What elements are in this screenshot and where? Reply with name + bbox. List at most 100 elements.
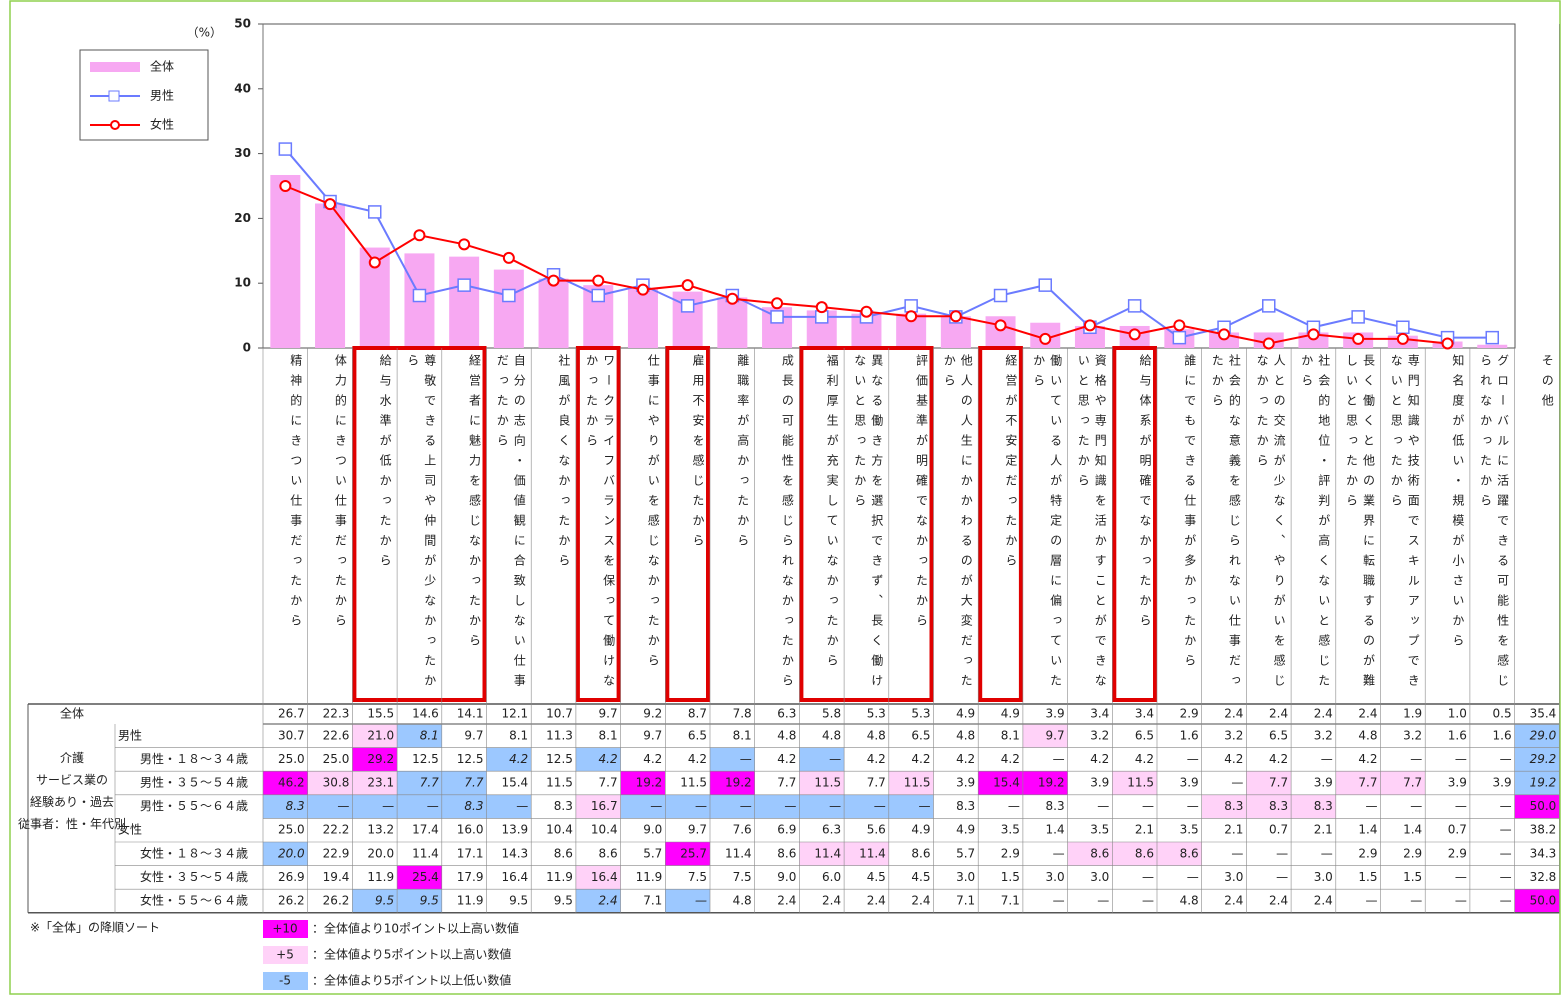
row-label: 男性 — [118, 728, 142, 742]
cell: 11.9 — [367, 870, 394, 884]
marker — [726, 292, 739, 305]
cell-highlight — [710, 747, 755, 772]
cell: 9.0 — [777, 870, 796, 884]
legend-marker — [110, 120, 120, 130]
marker — [1351, 310, 1365, 324]
cell: 7.7 — [1358, 776, 1377, 790]
highlight-box — [352, 346, 487, 702]
cell: — — [650, 799, 662, 813]
legend-text: ：全体値より5ポイント以上高い数値 — [312, 947, 511, 962]
category-label: その他 — [1540, 354, 1555, 414]
marker — [412, 288, 427, 303]
cell: 4.2 — [599, 752, 618, 766]
cell: 8.6 — [554, 846, 573, 860]
cell: 4.2 — [1090, 752, 1109, 766]
cell: 9.7 — [1046, 728, 1065, 742]
cell: — — [1500, 846, 1512, 860]
marker — [1307, 328, 1320, 341]
cell: 3.2 — [1090, 728, 1109, 742]
cell: 15.5 — [367, 707, 394, 721]
cell-highlight — [799, 747, 845, 772]
group-label: 介護サービス業の経験あり・過去従事者：性・年代別 — [18, 750, 126, 831]
category-label: 異なる働き方を選択できず、長く働けないと思ったから — [852, 354, 884, 694]
cell: 3.2 — [1314, 728, 1333, 742]
cell: 2.9 — [1001, 846, 1020, 860]
highlight-box — [575, 346, 621, 702]
group-label-line: 従事者：性・年代別 — [18, 817, 126, 831]
cell: 11.5 — [814, 776, 841, 790]
cell-highlight — [397, 794, 442, 819]
highlight-box — [978, 346, 1023, 702]
cell: 6.5 — [1135, 728, 1154, 742]
category-label: 社会的な意義を感じられない仕事だったから — [1210, 354, 1242, 694]
cell-highlight — [1514, 771, 1560, 795]
cell: — — [1142, 799, 1154, 813]
cell: 2.1 — [1314, 823, 1333, 837]
cell: 30.8 — [323, 776, 350, 790]
cell: — — [695, 894, 707, 908]
marker — [1127, 299, 1142, 313]
cell-highlight — [665, 842, 710, 866]
cell: 11.5 — [546, 776, 573, 790]
cell: 8.6 — [1180, 846, 1199, 860]
legend-swatch — [263, 972, 308, 990]
cell-highlight — [397, 865, 442, 890]
marker — [547, 274, 560, 287]
cell-highlight — [1246, 771, 1292, 795]
cell: 1.6 — [1493, 728, 1512, 742]
cell: 11.4 — [859, 846, 886, 860]
cell: 4.2 — [643, 752, 662, 766]
cell: 8.3 — [554, 799, 573, 813]
marker — [949, 310, 962, 323]
cell: 8.6 — [1135, 846, 1154, 860]
cell: 29.2 — [1530, 752, 1557, 766]
cell: 7.1 — [1001, 894, 1020, 908]
marker — [368, 205, 382, 219]
cell: 9.5 — [509, 894, 528, 908]
cell: 25.4 — [412, 870, 439, 884]
cell-highlight — [665, 794, 710, 819]
cell: 4.5 — [911, 870, 930, 884]
cell: 12.5 — [457, 752, 484, 766]
cell: — — [1366, 894, 1378, 908]
highlight-box — [665, 346, 710, 702]
cell: 2.4 — [1314, 707, 1333, 721]
cell: 5.7 — [643, 846, 662, 860]
cell: 1.5 — [1001, 870, 1020, 884]
cell: — — [1366, 799, 1378, 813]
cell: — — [427, 799, 439, 813]
cell: 9.0 — [643, 823, 662, 837]
cell: 3.5 — [1180, 823, 1199, 837]
cell: 14.6 — [412, 707, 439, 721]
cell: — — [516, 799, 528, 813]
category-label: 人との交流が少なく、やりがいを感じなかったから — [1255, 354, 1287, 694]
cell-highlight — [1380, 771, 1426, 795]
cell: 11.5 — [1127, 776, 1154, 790]
cell-highlight — [397, 771, 442, 795]
bar — [449, 256, 480, 348]
marker — [994, 319, 1007, 332]
y-tick-label: 10 — [234, 276, 251, 290]
marker — [681, 279, 694, 292]
cell: 25.0 — [278, 752, 305, 766]
cell: 3.9 — [1180, 776, 1199, 790]
cell: 29.0 — [1530, 728, 1557, 742]
cell: 4.8 — [822, 728, 841, 742]
cell: 19.2 — [725, 776, 752, 790]
cell: 8.1 — [599, 728, 618, 742]
row-label: 女性・３５～５４歳 — [140, 869, 248, 884]
cell: 26.2 — [323, 894, 350, 908]
category-label: 経営者に魅力を感じなかったから — [467, 354, 482, 654]
cell: — — [1500, 752, 1512, 766]
cell: 11.4 — [412, 846, 439, 860]
marker — [368, 256, 381, 269]
cell: 11.3 — [546, 728, 573, 742]
cell: 10.4 — [546, 823, 573, 837]
cell: 22.3 — [323, 707, 350, 721]
cell: 22.9 — [323, 846, 350, 860]
category-label: 社会的地位・評判が高くないと感じたから — [1299, 354, 1331, 694]
cell-highlight — [1246, 794, 1292, 819]
cell: — — [1321, 752, 1333, 766]
cell: 35.4 — [1530, 707, 1557, 721]
